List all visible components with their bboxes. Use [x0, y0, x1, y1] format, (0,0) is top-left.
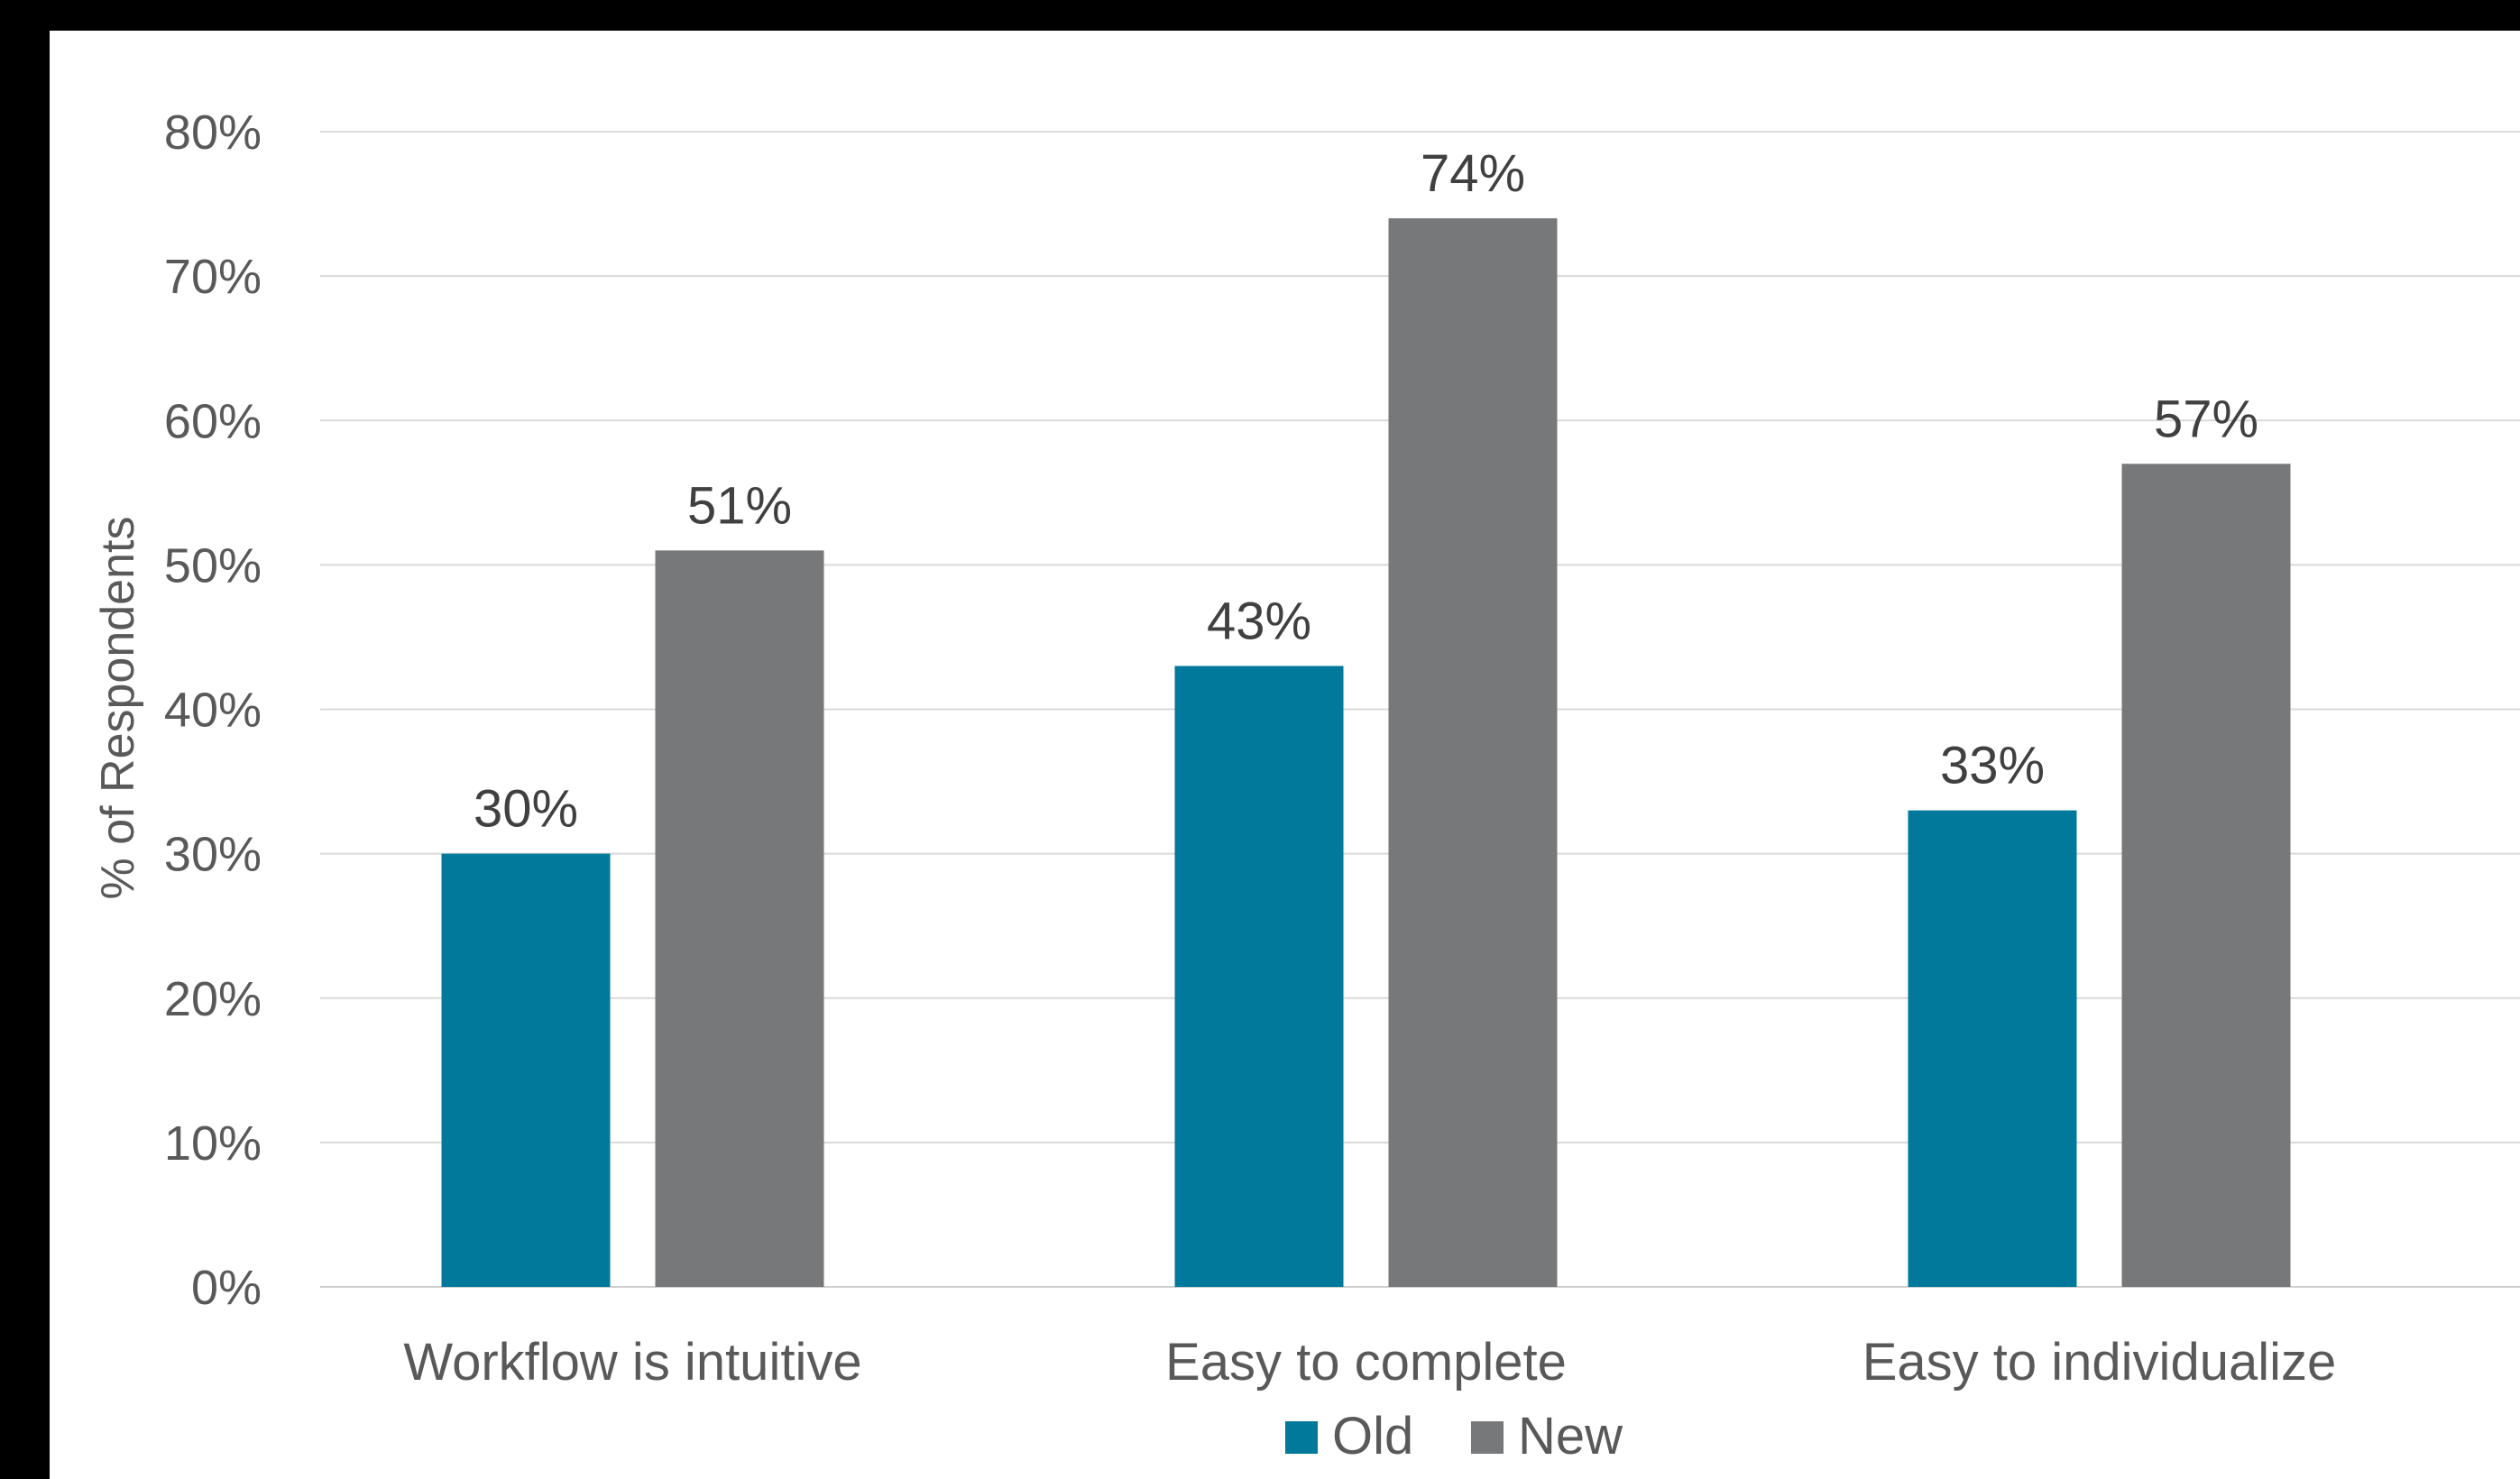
bars: [441, 218, 2291, 1288]
y-axis-title: % of Respondents: [92, 517, 144, 900]
bar-new: [2121, 464, 2291, 1287]
x-category-label: Easy to individualize: [1862, 1333, 2337, 1392]
y-tick-label: 40%: [164, 684, 262, 738]
data-label: 74%: [1421, 144, 1525, 203]
data-label: 30%: [474, 780, 578, 839]
x-category-label: Workflow is intuitive: [403, 1333, 861, 1392]
legend: Old New: [1285, 1407, 1623, 1465]
x-axis-categories: Workflow is intuitive Easy to complete Eas…: [403, 1333, 2336, 1392]
y-tick-label: 80%: [164, 106, 262, 160]
y-tick-label: 30%: [164, 828, 262, 882]
x-category-label: Easy to complete: [1165, 1333, 1567, 1392]
y-tick-label: 70%: [164, 250, 262, 304]
data-label: 57%: [2154, 390, 2258, 448]
legend-swatch-new: [1471, 1421, 1504, 1454]
data-labels: 30% 51% 43% 74% 33% 57%: [474, 144, 2258, 839]
y-tick-label: 20%: [164, 972, 262, 1026]
data-label: 43%: [1207, 592, 1311, 650]
y-tick-label: 10%: [164, 1116, 262, 1171]
legend-label-new: New: [1518, 1407, 1623, 1465]
bar-old: [1174, 666, 1344, 1287]
legend-label-old: Old: [1332, 1407, 1413, 1465]
data-label: 51%: [687, 476, 792, 535]
data-label: 33%: [1940, 737, 2045, 795]
y-tick-label: 0%: [191, 1261, 262, 1315]
bar-old: [441, 853, 611, 1287]
y-tick-label: 50%: [164, 538, 262, 593]
bar-old: [1908, 810, 2077, 1287]
bar-new: [655, 550, 824, 1287]
y-tick-label: 60%: [164, 394, 262, 448]
bar-new: [1388, 218, 1558, 1288]
y-axis-ticks: 0% 10% 20% 30% 40% 50% 60% 70% 80%: [164, 106, 262, 1315]
legend-swatch-old: [1285, 1421, 1318, 1454]
